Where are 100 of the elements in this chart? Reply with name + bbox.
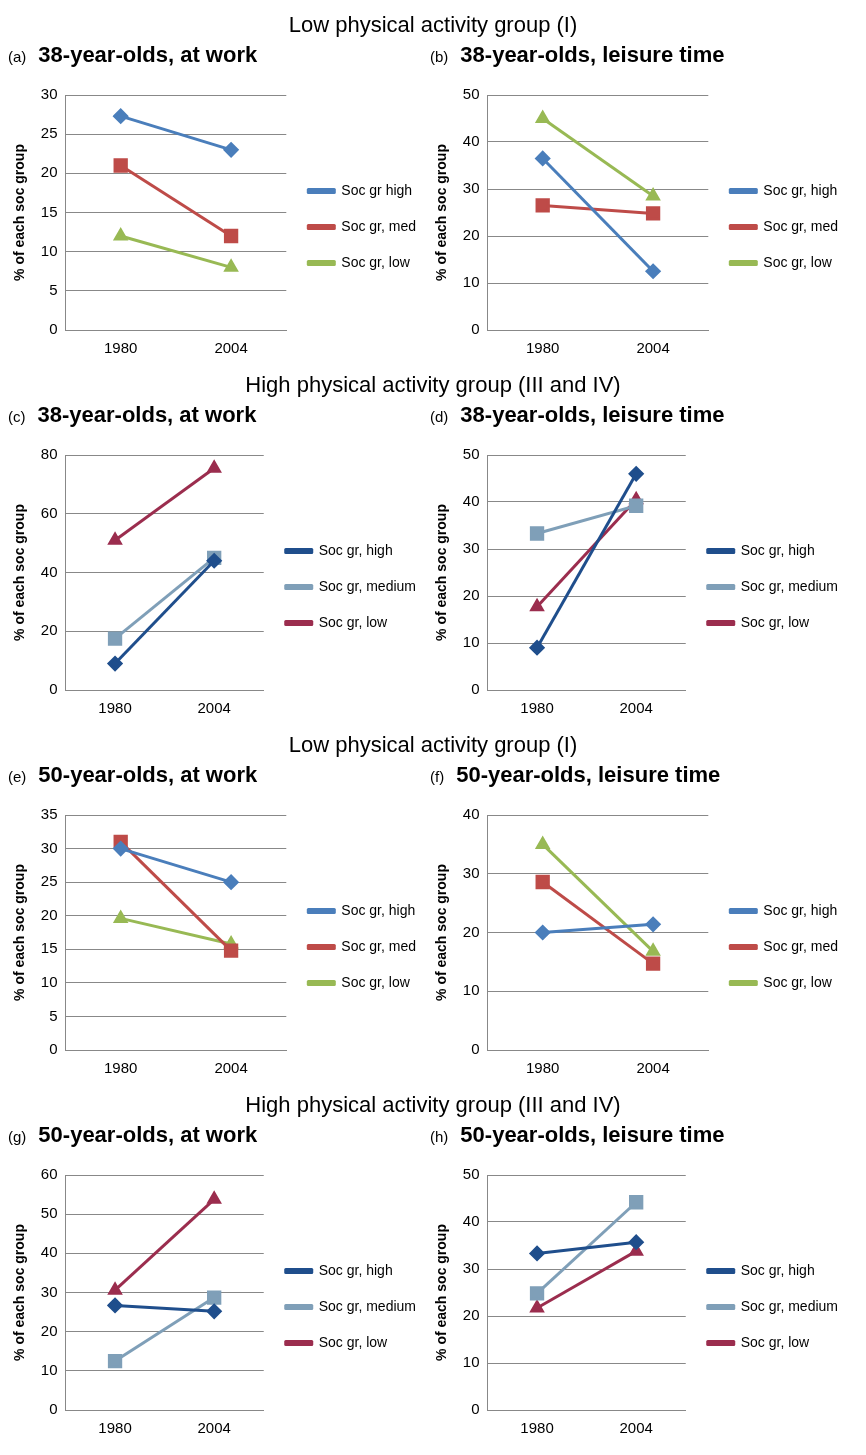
y-tick-label: 25 (40, 872, 58, 890)
y-tick-label: 30 (40, 838, 58, 856)
y-tick-label: 40 (462, 492, 480, 510)
text: (f) (430, 768, 445, 785)
x-tick-label: 2004 (197, 699, 231, 717)
text: (b) (430, 48, 449, 65)
y-tick-label: 0 (49, 320, 58, 338)
x-tick-label: 1980 (104, 1059, 138, 1077)
x-tick-label: 1980 (526, 339, 560, 357)
y-tick-label: 30 (462, 539, 480, 557)
y-axis-title: % of each soc group (11, 864, 28, 1001)
chart-title: 50-year-olds, at work (38, 762, 258, 788)
legend-label: Soc gr, high (318, 541, 393, 558)
y-tick-label: 10 (40, 973, 58, 990)
legend-label: Soc gr, high (763, 901, 838, 918)
y-tick-label: 40 (40, 1243, 58, 1261)
y-axis-title: % of each soc group (433, 1224, 450, 1361)
y-tick-label: 35 (40, 805, 58, 823)
legend-label: Soc gr, high (341, 901, 416, 918)
legend-label: Soc gr high (341, 181, 413, 198)
x-tick-label: 1980 (104, 339, 138, 357)
y-tick-label: 0 (471, 680, 480, 698)
y-tick-label: 20 (462, 1306, 480, 1324)
x-tick-label: 1980 (526, 1059, 560, 1077)
y-tick-label: 60 (40, 1165, 58, 1183)
x-tick-label: 2004 (214, 1059, 248, 1077)
y-tick-label: 20 (462, 922, 480, 940)
y-tick-label: 40 (462, 1212, 480, 1230)
y-tick-label: 60 (40, 503, 58, 521)
chart-title: 38-year-olds, at work (38, 42, 258, 68)
y-axis-title: % of each soc group (11, 1224, 28, 1361)
x-tick-label: 1980 (520, 699, 554, 717)
legend-label: Soc gr, high (740, 1261, 815, 1278)
x-tick-label: 2004 (636, 339, 670, 357)
y-tick-label: 30 (40, 1282, 58, 1300)
y-tick-label: 10 (462, 273, 480, 291)
x-tick-label: 1980 (98, 1419, 132, 1437)
text: High physical activity group (III and IV) (244, 1091, 622, 1119)
y-tick-label: 50 (462, 1165, 480, 1183)
chart-title: 50-year-olds, leisure time (456, 762, 721, 788)
x-tick-label: 2004 (197, 1419, 231, 1437)
legend-label: Soc gr, low (341, 253, 411, 270)
text: Low physical activity group (I) (287, 11, 579, 39)
legend-label: Soc gr, high (318, 1261, 393, 1278)
y-tick-label: 15 (40, 939, 58, 957)
y-tick-label: 30 (462, 863, 480, 881)
y-tick-label: 20 (40, 905, 58, 923)
chart-title: 38-year-olds, leisure time (460, 42, 725, 68)
x-tick-label: 2004 (619, 699, 653, 717)
legend-label: Soc gr, high (740, 541, 815, 558)
legend-label: Soc gr, high (763, 181, 838, 198)
y-tick-label: 0 (49, 1400, 58, 1418)
y-tick-label: 10 (462, 633, 480, 651)
legend-label: Soc gr, med (763, 937, 838, 954)
y-axis-title: % of each soc group (433, 864, 450, 1001)
text: (e) (8, 768, 27, 785)
y-tick-label: 50 (40, 1204, 58, 1222)
legend-label: Soc gr, med (341, 217, 416, 234)
text: (d) (430, 408, 449, 425)
y-tick-label: 20 (40, 621, 58, 639)
y-tick-label: 10 (462, 1353, 480, 1371)
legend-label: Soc gr, low (763, 973, 833, 990)
y-tick-label: 0 (471, 1400, 480, 1418)
legend-label: Soc gr, low (740, 1333, 811, 1350)
y-tick-label: 10 (462, 981, 480, 999)
chart-title: 50-year-olds, leisure time (460, 1122, 725, 1148)
y-tick-label: 5 (49, 1006, 58, 1024)
y-tick-label: 20 (40, 1321, 58, 1339)
chart-title: 50-year-olds, at work (38, 1122, 258, 1148)
chart-title: 38-year-olds, at work (37, 402, 257, 428)
y-tick-label: 30 (462, 1259, 480, 1277)
x-tick-label: 1980 (98, 699, 132, 717)
y-tick-label: 0 (471, 320, 480, 338)
text: High physical activity group (III and IV) (244, 371, 622, 399)
legend-label: Soc gr, medium (318, 1297, 416, 1314)
legend-label: Soc gr, low (318, 613, 389, 630)
y-axis-title: % of each soc group (11, 504, 28, 641)
x-tick-label: 1980 (520, 1419, 554, 1437)
legend-label: Soc gr, low (740, 613, 811, 630)
x-tick-label: 2004 (619, 1419, 653, 1437)
text: Low physical activity group (I) (287, 731, 579, 759)
text: (a) (8, 48, 27, 65)
legend-label: Soc gr, med (341, 937, 416, 954)
text: (h) (430, 1128, 449, 1145)
text: (g) (8, 1128, 27, 1145)
legend-label: Soc gr, medium (740, 1297, 838, 1314)
y-tick-label: 5 (49, 280, 58, 298)
y-tick-label: 30 (462, 179, 480, 197)
y-tick-label: 0 (471, 1040, 480, 1058)
y-axis-title: % of each soc group (11, 144, 28, 281)
y-tick-label: 40 (462, 805, 480, 823)
chart-title: 38-year-olds, leisure time (460, 402, 725, 428)
legend-label: Soc gr, low (341, 973, 411, 990)
legend-label: Soc gr, low (763, 253, 833, 270)
y-tick-label: 20 (462, 226, 480, 244)
y-tick-label: 10 (40, 241, 58, 259)
y-tick-label: 40 (462, 132, 480, 150)
y-tick-label: 80 (40, 445, 58, 463)
legend-label: Soc gr, medium (318, 577, 416, 594)
y-tick-label: 40 (40, 562, 58, 580)
